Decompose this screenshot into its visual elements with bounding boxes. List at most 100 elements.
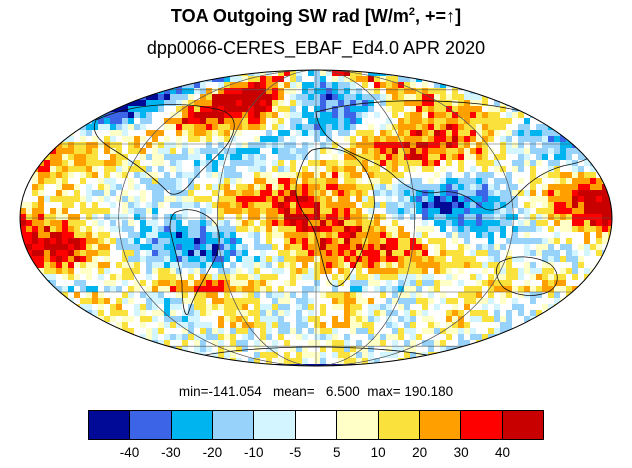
field-pixel (74, 202, 80, 208)
field-pixel (524, 178, 530, 184)
colorbar-tick-label: -40 (119, 445, 140, 460)
field-pixel (236, 340, 242, 346)
field-pixel (440, 262, 446, 268)
field-pixel (104, 130, 110, 136)
field-pixel (38, 208, 44, 214)
field-pixel (284, 130, 290, 136)
field-pixel (308, 106, 314, 112)
field-pixel (188, 310, 194, 316)
field-pixel (290, 298, 296, 304)
field-pixel (464, 226, 470, 232)
field-pixel (32, 190, 38, 196)
field-pixel (542, 250, 548, 256)
field-pixel (542, 136, 548, 142)
field-pixel (242, 196, 248, 202)
field-pixel (452, 160, 458, 166)
field-pixel (512, 238, 518, 244)
field-pixel (98, 232, 104, 238)
field-pixel (278, 208, 284, 214)
field-pixel (158, 334, 164, 340)
field-pixel (476, 280, 482, 286)
field-pixel (188, 196, 194, 202)
field-pixel (338, 316, 344, 322)
field-pixel (524, 142, 530, 148)
field-pixel (488, 130, 494, 136)
field-pixel (566, 214, 572, 220)
field-pixel (578, 244, 584, 250)
field-pixel (422, 268, 428, 274)
field-pixel (428, 124, 434, 130)
field-pixel (416, 118, 422, 124)
field-pixel (278, 358, 284, 364)
field-pixel (80, 130, 86, 136)
field-pixel (50, 154, 56, 160)
field-pixel (422, 262, 428, 268)
field-pixel (344, 142, 350, 148)
field-pixel (506, 274, 512, 280)
field-pixel (122, 118, 128, 124)
field-pixel (362, 184, 368, 190)
field-pixel (284, 100, 290, 106)
field-pixel (446, 346, 452, 352)
field-pixel (200, 310, 206, 316)
field-pixel (374, 262, 380, 268)
field-pixel (110, 298, 116, 304)
field-pixel (164, 334, 170, 340)
field-pixel (332, 298, 338, 304)
field-pixel (80, 298, 86, 304)
field-pixel (80, 154, 86, 160)
field-pixel (572, 268, 578, 274)
field-pixel (212, 298, 218, 304)
field-pixel (386, 190, 392, 196)
field-pixel (248, 352, 254, 358)
field-pixel (206, 280, 212, 286)
field-pixel (56, 214, 62, 220)
field-pixel (98, 184, 104, 190)
field-pixel (452, 244, 458, 250)
field-pixel (134, 280, 140, 286)
field-pixel (206, 232, 212, 238)
field-pixel (452, 304, 458, 310)
field-pixel (152, 172, 158, 178)
field-pixel (110, 262, 116, 268)
field-pixel (536, 208, 542, 214)
field-pixel (476, 298, 482, 304)
field-pixel (464, 244, 470, 250)
field-pixel (128, 286, 134, 292)
field-pixel (170, 106, 176, 112)
field-pixel (80, 202, 86, 208)
field-pixel (464, 220, 470, 226)
field-pixel (320, 124, 326, 130)
field-pixel (158, 220, 164, 226)
field-pixel (164, 304, 170, 310)
field-pixel (530, 244, 536, 250)
field-pixel (338, 166, 344, 172)
field-pixel (122, 280, 128, 286)
field-pixel (164, 100, 170, 106)
field-pixel (434, 160, 440, 166)
field-pixel (332, 118, 338, 124)
field-pixel (440, 310, 446, 316)
field-pixel (302, 310, 308, 316)
field-pixel (278, 220, 284, 226)
field-pixel (206, 136, 212, 142)
field-pixel (338, 202, 344, 208)
field-pixel (236, 76, 242, 82)
field-pixel (44, 148, 50, 154)
field-pixel (218, 316, 224, 322)
field-pixel (314, 130, 320, 136)
field-pixel (428, 328, 434, 334)
field-pixel (344, 268, 350, 274)
field-pixel (68, 256, 74, 262)
field-pixel (332, 160, 338, 166)
field-pixel (140, 268, 146, 274)
field-pixel (170, 94, 176, 100)
field-pixel (74, 214, 80, 220)
field-pixel (290, 316, 296, 322)
field-pixel (242, 190, 248, 196)
field-pixel (182, 322, 188, 328)
field-pixel (26, 196, 32, 202)
field-pixel (194, 268, 200, 274)
field-pixel (494, 94, 500, 100)
field-pixel (254, 148, 260, 154)
